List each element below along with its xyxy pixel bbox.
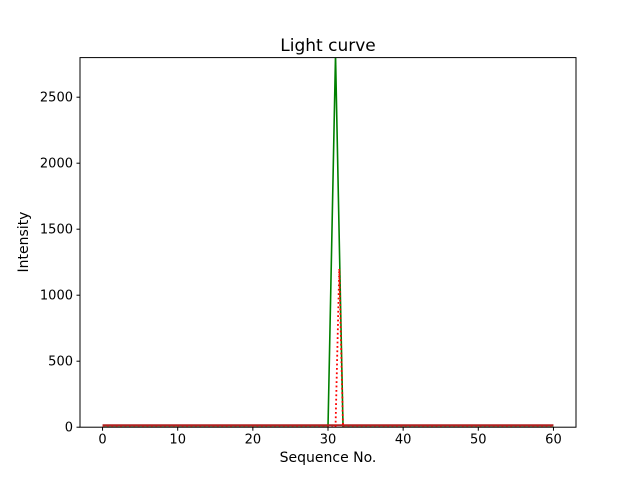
y-axis-label: Intensity: [16, 211, 32, 273]
x-tick-label: 0: [98, 433, 106, 448]
y-tick-label: 0: [65, 421, 73, 436]
x-tick-label: 30: [320, 433, 337, 448]
x-axis-label: Sequence No.: [279, 450, 377, 466]
x-tick-label: 20: [245, 433, 262, 448]
y-tick-label: 1000: [40, 289, 73, 304]
axes-box: [79, 57, 577, 428]
x-tick-label: 40: [395, 433, 412, 448]
y-tick-label: 1500: [40, 223, 73, 238]
x-tick-label: 10: [169, 433, 186, 448]
x-tick-label: 60: [545, 433, 562, 448]
y-tick-label: 2000: [40, 157, 73, 172]
y-tick-label: 500: [48, 355, 73, 370]
series-green-solid-peak: [102, 57, 554, 428]
y-tick-label: 2500: [40, 91, 73, 106]
chart-title: Light curve: [280, 36, 376, 56]
x-tick-label: 50: [470, 433, 487, 448]
